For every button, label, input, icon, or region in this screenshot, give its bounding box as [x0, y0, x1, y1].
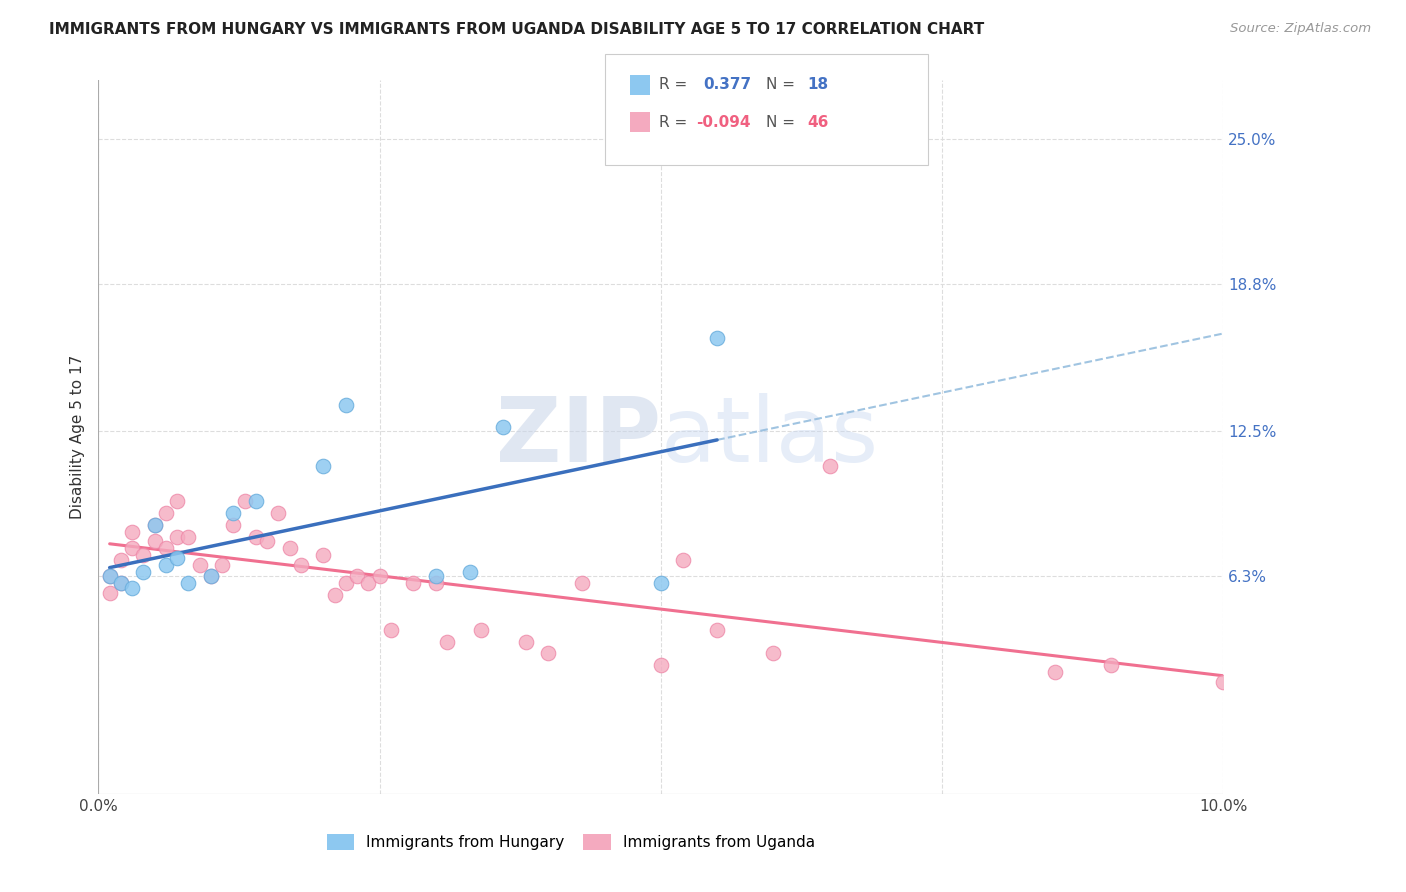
- Point: [706, 331, 728, 345]
- Point: [110, 576, 132, 591]
- Text: R =: R =: [659, 115, 688, 129]
- Point: [143, 517, 166, 532]
- Point: [121, 581, 143, 595]
- Point: [222, 517, 245, 532]
- Point: [110, 553, 132, 567]
- Point: [200, 569, 222, 583]
- Point: [132, 548, 155, 562]
- Point: [1043, 665, 1066, 680]
- Point: [762, 647, 785, 661]
- Point: [166, 494, 188, 508]
- Point: [278, 541, 301, 556]
- Text: 0.377: 0.377: [703, 78, 751, 92]
- Text: atlas: atlas: [661, 393, 879, 481]
- Y-axis label: Disability Age 5 to 17: Disability Age 5 to 17: [69, 355, 84, 519]
- Point: [98, 585, 121, 599]
- Point: [537, 647, 560, 661]
- Point: [143, 534, 166, 549]
- Point: [368, 569, 391, 583]
- Point: [211, 558, 233, 572]
- Point: [650, 658, 672, 673]
- Point: [1099, 658, 1122, 673]
- Point: [177, 529, 200, 543]
- Point: [571, 576, 593, 591]
- Point: [110, 576, 132, 591]
- Point: [818, 459, 841, 474]
- Point: [98, 569, 121, 583]
- Point: [256, 534, 278, 549]
- Text: ZIP: ZIP: [496, 393, 661, 481]
- Point: [222, 506, 245, 520]
- Point: [515, 635, 537, 649]
- Text: -0.094: -0.094: [696, 115, 751, 129]
- Point: [188, 558, 211, 572]
- Point: [323, 588, 346, 602]
- Point: [312, 459, 335, 474]
- Point: [706, 623, 728, 637]
- Point: [98, 569, 121, 583]
- Point: [650, 576, 672, 591]
- Text: Source: ZipAtlas.com: Source: ZipAtlas.com: [1230, 22, 1371, 36]
- Text: 18: 18: [807, 78, 828, 92]
- Point: [166, 529, 188, 543]
- Point: [177, 576, 200, 591]
- Text: IMMIGRANTS FROM HUNGARY VS IMMIGRANTS FROM UGANDA DISABILITY AGE 5 TO 17 CORRELA: IMMIGRANTS FROM HUNGARY VS IMMIGRANTS FR…: [49, 22, 984, 37]
- Point: [458, 565, 481, 579]
- Point: [200, 569, 222, 583]
- Point: [155, 558, 177, 572]
- Text: N =: N =: [766, 78, 796, 92]
- Point: [672, 553, 695, 567]
- Point: [121, 524, 143, 539]
- Legend: Immigrants from Hungary, Immigrants from Uganda: Immigrants from Hungary, Immigrants from…: [326, 835, 815, 850]
- Point: [1212, 674, 1234, 689]
- Text: R =: R =: [659, 78, 688, 92]
- Point: [470, 623, 492, 637]
- Point: [233, 494, 256, 508]
- Point: [245, 494, 267, 508]
- Point: [380, 623, 402, 637]
- Point: [357, 576, 380, 591]
- Point: [143, 517, 166, 532]
- Point: [166, 550, 188, 565]
- Point: [121, 541, 143, 556]
- Point: [267, 506, 290, 520]
- Point: [245, 529, 267, 543]
- Point: [402, 576, 425, 591]
- Point: [155, 506, 177, 520]
- Point: [132, 565, 155, 579]
- Point: [155, 541, 177, 556]
- Point: [492, 419, 515, 434]
- Point: [425, 576, 447, 591]
- Point: [290, 558, 312, 572]
- Point: [436, 635, 458, 649]
- Point: [312, 548, 335, 562]
- Text: N =: N =: [766, 115, 796, 129]
- Point: [335, 576, 357, 591]
- Point: [335, 399, 357, 413]
- Point: [425, 569, 447, 583]
- Point: [346, 569, 368, 583]
- Text: 46: 46: [807, 115, 828, 129]
